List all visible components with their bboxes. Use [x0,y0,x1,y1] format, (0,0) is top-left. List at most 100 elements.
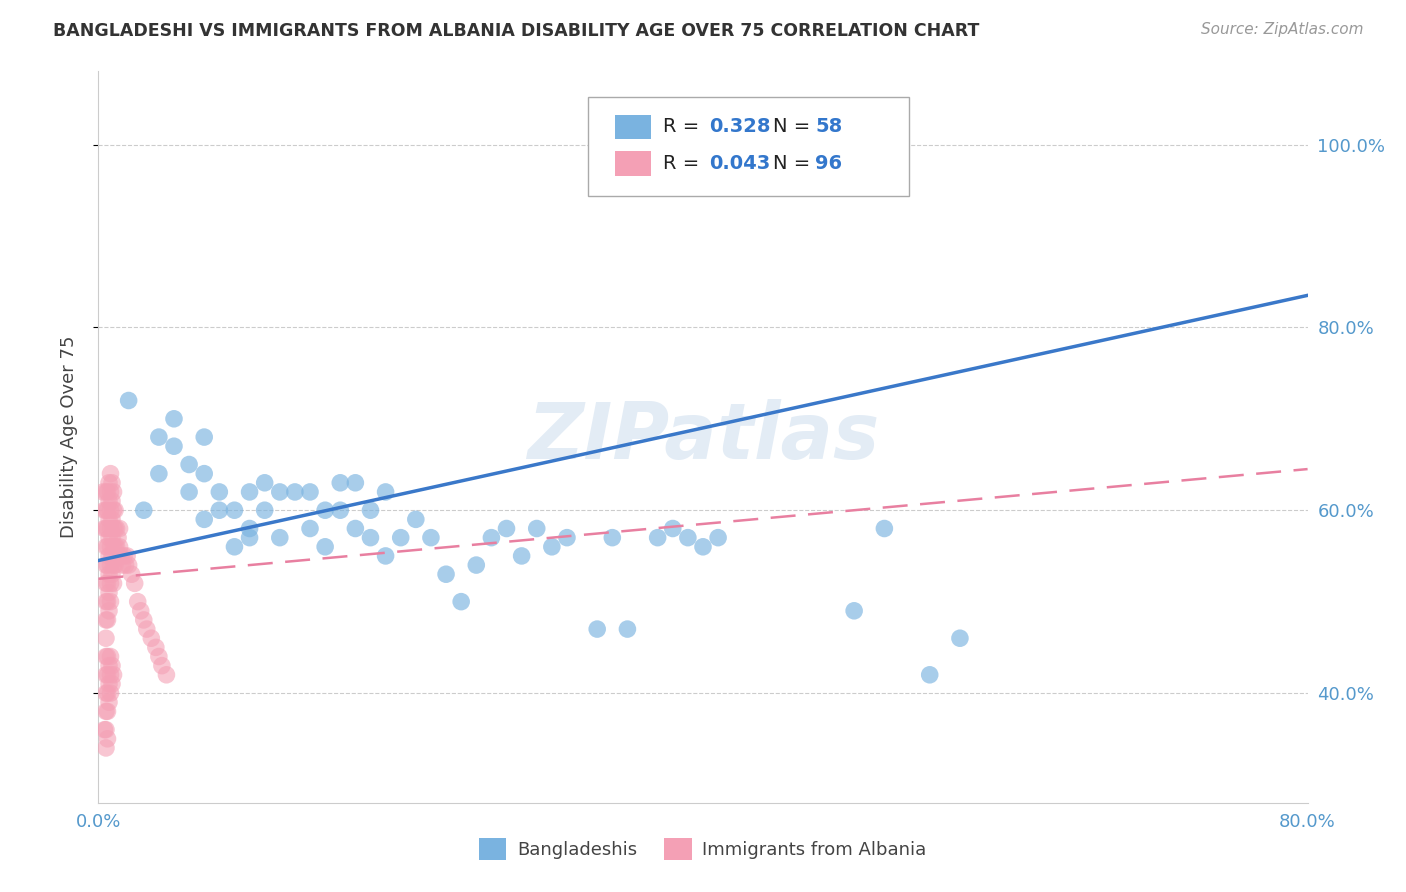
Point [103,540,125,554]
Text: R =: R = [664,154,706,173]
Point [602,531,624,545]
Point [96,731,118,746]
Point [94,503,117,517]
Point [94,740,117,755]
Point [526,521,548,535]
Point [107,549,129,563]
Point [145,640,167,655]
Point [329,475,352,490]
Point [299,521,322,535]
Point [100,521,122,535]
Point [107,531,129,545]
Point [132,613,155,627]
Point [112,549,135,563]
Point [269,485,291,500]
Point [224,503,246,517]
FancyBboxPatch shape [588,97,908,195]
Point [193,512,215,526]
Point [540,540,562,554]
Point [105,521,128,535]
Point [96,649,118,664]
Point [299,485,322,500]
Point [103,521,125,535]
Point [100,576,122,591]
Point [450,594,472,608]
Point [148,430,170,444]
Text: Source: ZipAtlas.com: Source: ZipAtlas.com [1201,22,1364,37]
Point [98,585,121,599]
Point [253,475,276,490]
Point [98,658,121,673]
Point [148,649,170,664]
Point [94,686,117,700]
Point [360,503,382,517]
Point [101,494,124,508]
Point [93,521,115,535]
Point [193,467,215,481]
Point [103,667,125,681]
Point [374,485,396,500]
Text: N =: N = [773,118,817,136]
Point [360,531,382,545]
Point [91,485,114,500]
Text: 58: 58 [815,118,842,136]
Point [101,531,124,545]
Point [420,531,443,545]
Point [465,558,488,573]
Point [101,677,124,691]
Point [104,503,127,517]
Point [873,521,896,535]
Point [94,723,117,737]
Point [118,393,141,408]
Text: 96: 96 [815,154,842,173]
Point [96,613,118,627]
Point [707,531,730,545]
Point [647,531,669,545]
Point [101,475,124,490]
Point [124,576,146,591]
Point [101,549,124,563]
Point [98,475,121,490]
Point [676,531,699,545]
Point [481,531,503,545]
Point [208,503,231,517]
Point [94,521,117,535]
Point [96,521,118,535]
Point [100,485,122,500]
Point [94,576,117,591]
Point [111,558,134,573]
Point [94,540,117,554]
Point [100,686,122,700]
Point [179,485,201,500]
Point [94,705,117,719]
Point [98,677,121,691]
Point [844,604,866,618]
Point [96,705,118,719]
Point [344,521,367,535]
Point [118,558,141,573]
Point [104,558,127,573]
Point [96,576,118,591]
Point [94,632,117,646]
Point [100,558,122,573]
Point [103,503,125,517]
Point [104,521,127,535]
Point [344,475,367,490]
Point [179,458,201,472]
Point [314,503,336,517]
Point [94,485,117,500]
Point [127,594,149,608]
Point [269,531,291,545]
Point [93,503,115,517]
Point [253,503,276,517]
Bar [614,114,651,139]
Point [155,667,177,681]
Point [284,485,307,500]
Point [101,658,124,673]
Point [105,540,128,554]
Text: ZIPatlas: ZIPatlas [527,399,879,475]
Point [101,567,124,582]
Text: BANGLADESHI VS IMMIGRANTS FROM ALBANIA DISABILITY AGE OVER 75 CORRELATION CHART: BANGLADESHI VS IMMIGRANTS FROM ALBANIA D… [53,22,980,40]
Point [108,540,131,554]
Point [94,594,117,608]
